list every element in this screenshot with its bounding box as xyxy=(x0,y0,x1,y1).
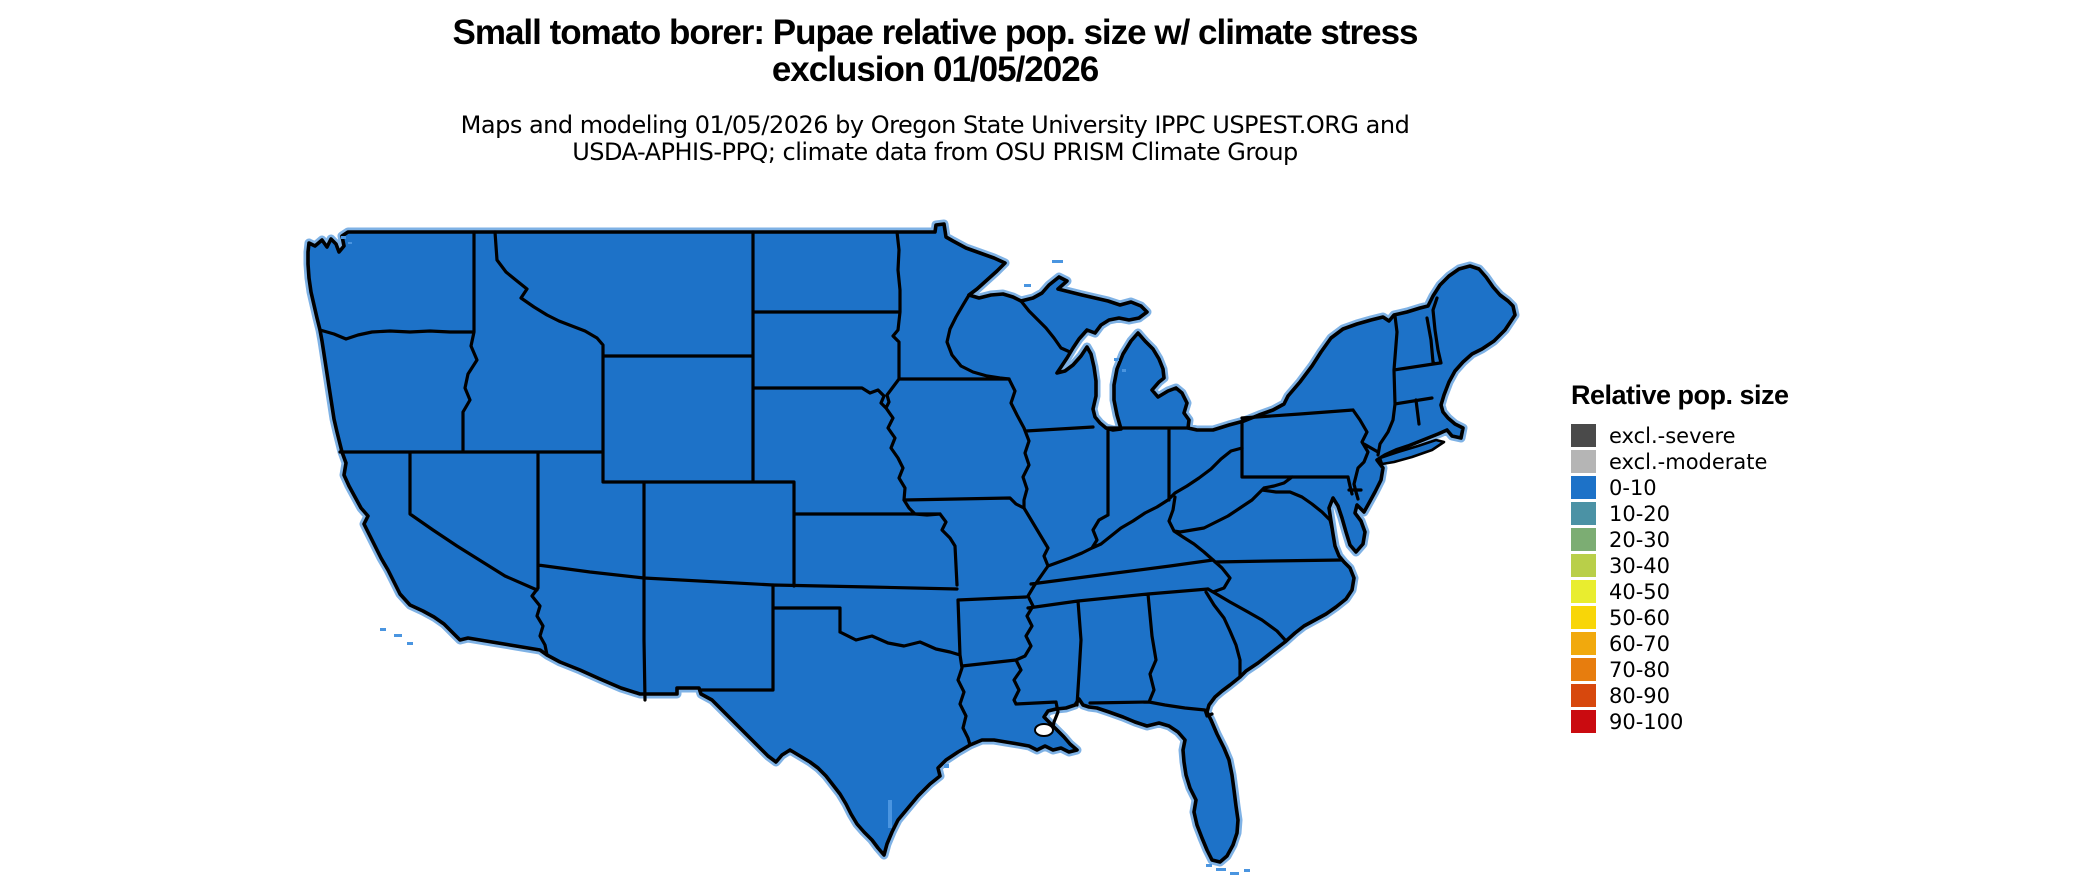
legend-label-40-50: 40-50 xyxy=(1609,579,1671,604)
map-title-line1: Small tomato borer: Pupae relative pop. … xyxy=(452,13,1418,52)
legend-label-10-20: 10-20 xyxy=(1609,501,1671,526)
lake-pontchartrain xyxy=(1034,723,1054,737)
map-subtitle-line2: USDA-APHIS-PPQ; climate data from OSU PR… xyxy=(572,138,1298,166)
legend-row-50-60: 50-60 xyxy=(1571,605,1911,630)
long-island xyxy=(1378,438,1446,466)
map-header: Small tomato borer: Pupae relative pop. … xyxy=(235,14,1635,166)
map-title-line2: exclusion 01/05/2026 xyxy=(771,50,1099,89)
legend-swatch-30-40 xyxy=(1571,554,1596,577)
legend: Relative pop. size excl.-severe excl.-mo… xyxy=(1571,380,1911,735)
legend-swatch-20-30 xyxy=(1571,528,1596,551)
legend-label-excl-moderate: excl.-moderate xyxy=(1609,449,1768,474)
us-landmass xyxy=(306,222,1517,864)
legend-row-excl-moderate: excl.-moderate xyxy=(1571,449,1911,474)
legend-row-70-80: 70-80 xyxy=(1571,657,1911,682)
legend-swatch-80-90 xyxy=(1571,684,1596,707)
legend-label-70-80: 70-80 xyxy=(1609,657,1671,682)
legend-row-60-70: 60-70 xyxy=(1571,631,1911,656)
map-subtitle-line1: Maps and modeling 01/05/2026 by Oregon S… xyxy=(460,111,1410,139)
legend-label-60-70: 60-70 xyxy=(1609,631,1671,656)
legend-swatch-excl-severe xyxy=(1571,424,1596,447)
state-borders-central xyxy=(699,293,1244,747)
legend-label-excl-severe: excl.-severe xyxy=(1609,423,1736,448)
legend-row-20-30: 20-30 xyxy=(1571,527,1911,552)
legend-title: Relative pop. size xyxy=(1571,380,1789,410)
legend-row-10-20: 10-20 xyxy=(1571,501,1911,526)
legend-label-80-90: 80-90 xyxy=(1609,683,1671,708)
legend-swatch-40-50 xyxy=(1571,580,1596,603)
legend-swatch-10-20 xyxy=(1571,502,1596,525)
legend-swatch-70-80 xyxy=(1571,658,1596,681)
map-subtitle: Maps and modeling 01/05/2026 by Oregon S… xyxy=(235,112,1635,166)
state-borders-west xyxy=(318,230,1026,702)
legend-row-excl-severe: excl.-severe xyxy=(1571,423,1911,448)
legend-label-30-40: 30-40 xyxy=(1609,553,1671,578)
legend-row-0-10: 0-10 xyxy=(1571,475,1911,500)
legend-swatch-90-100 xyxy=(1571,710,1596,733)
legend-row-80-90: 80-90 xyxy=(1571,683,1911,708)
legend-rows: excl.-severe excl.-moderate 0-10 10-20 2… xyxy=(1571,423,1911,734)
legend-swatch-0-10 xyxy=(1571,476,1596,499)
legend-label-90-100: 90-100 xyxy=(1609,709,1684,734)
legend-label-20-30: 20-30 xyxy=(1609,527,1671,552)
legend-swatch-60-70 xyxy=(1571,632,1596,655)
legend-label-50-60: 50-60 xyxy=(1609,605,1671,630)
legend-row-90-100: 90-100 xyxy=(1571,709,1911,734)
legend-swatch-excl-moderate xyxy=(1571,450,1596,473)
legend-swatch-50-60 xyxy=(1571,606,1596,629)
legend-row-30-40: 30-40 xyxy=(1571,553,1911,578)
legend-label-0-10: 0-10 xyxy=(1609,475,1657,500)
state-borders-east xyxy=(1167,296,1443,679)
legend-row-40-50: 40-50 xyxy=(1571,579,1911,604)
islet-specks xyxy=(341,236,1250,875)
